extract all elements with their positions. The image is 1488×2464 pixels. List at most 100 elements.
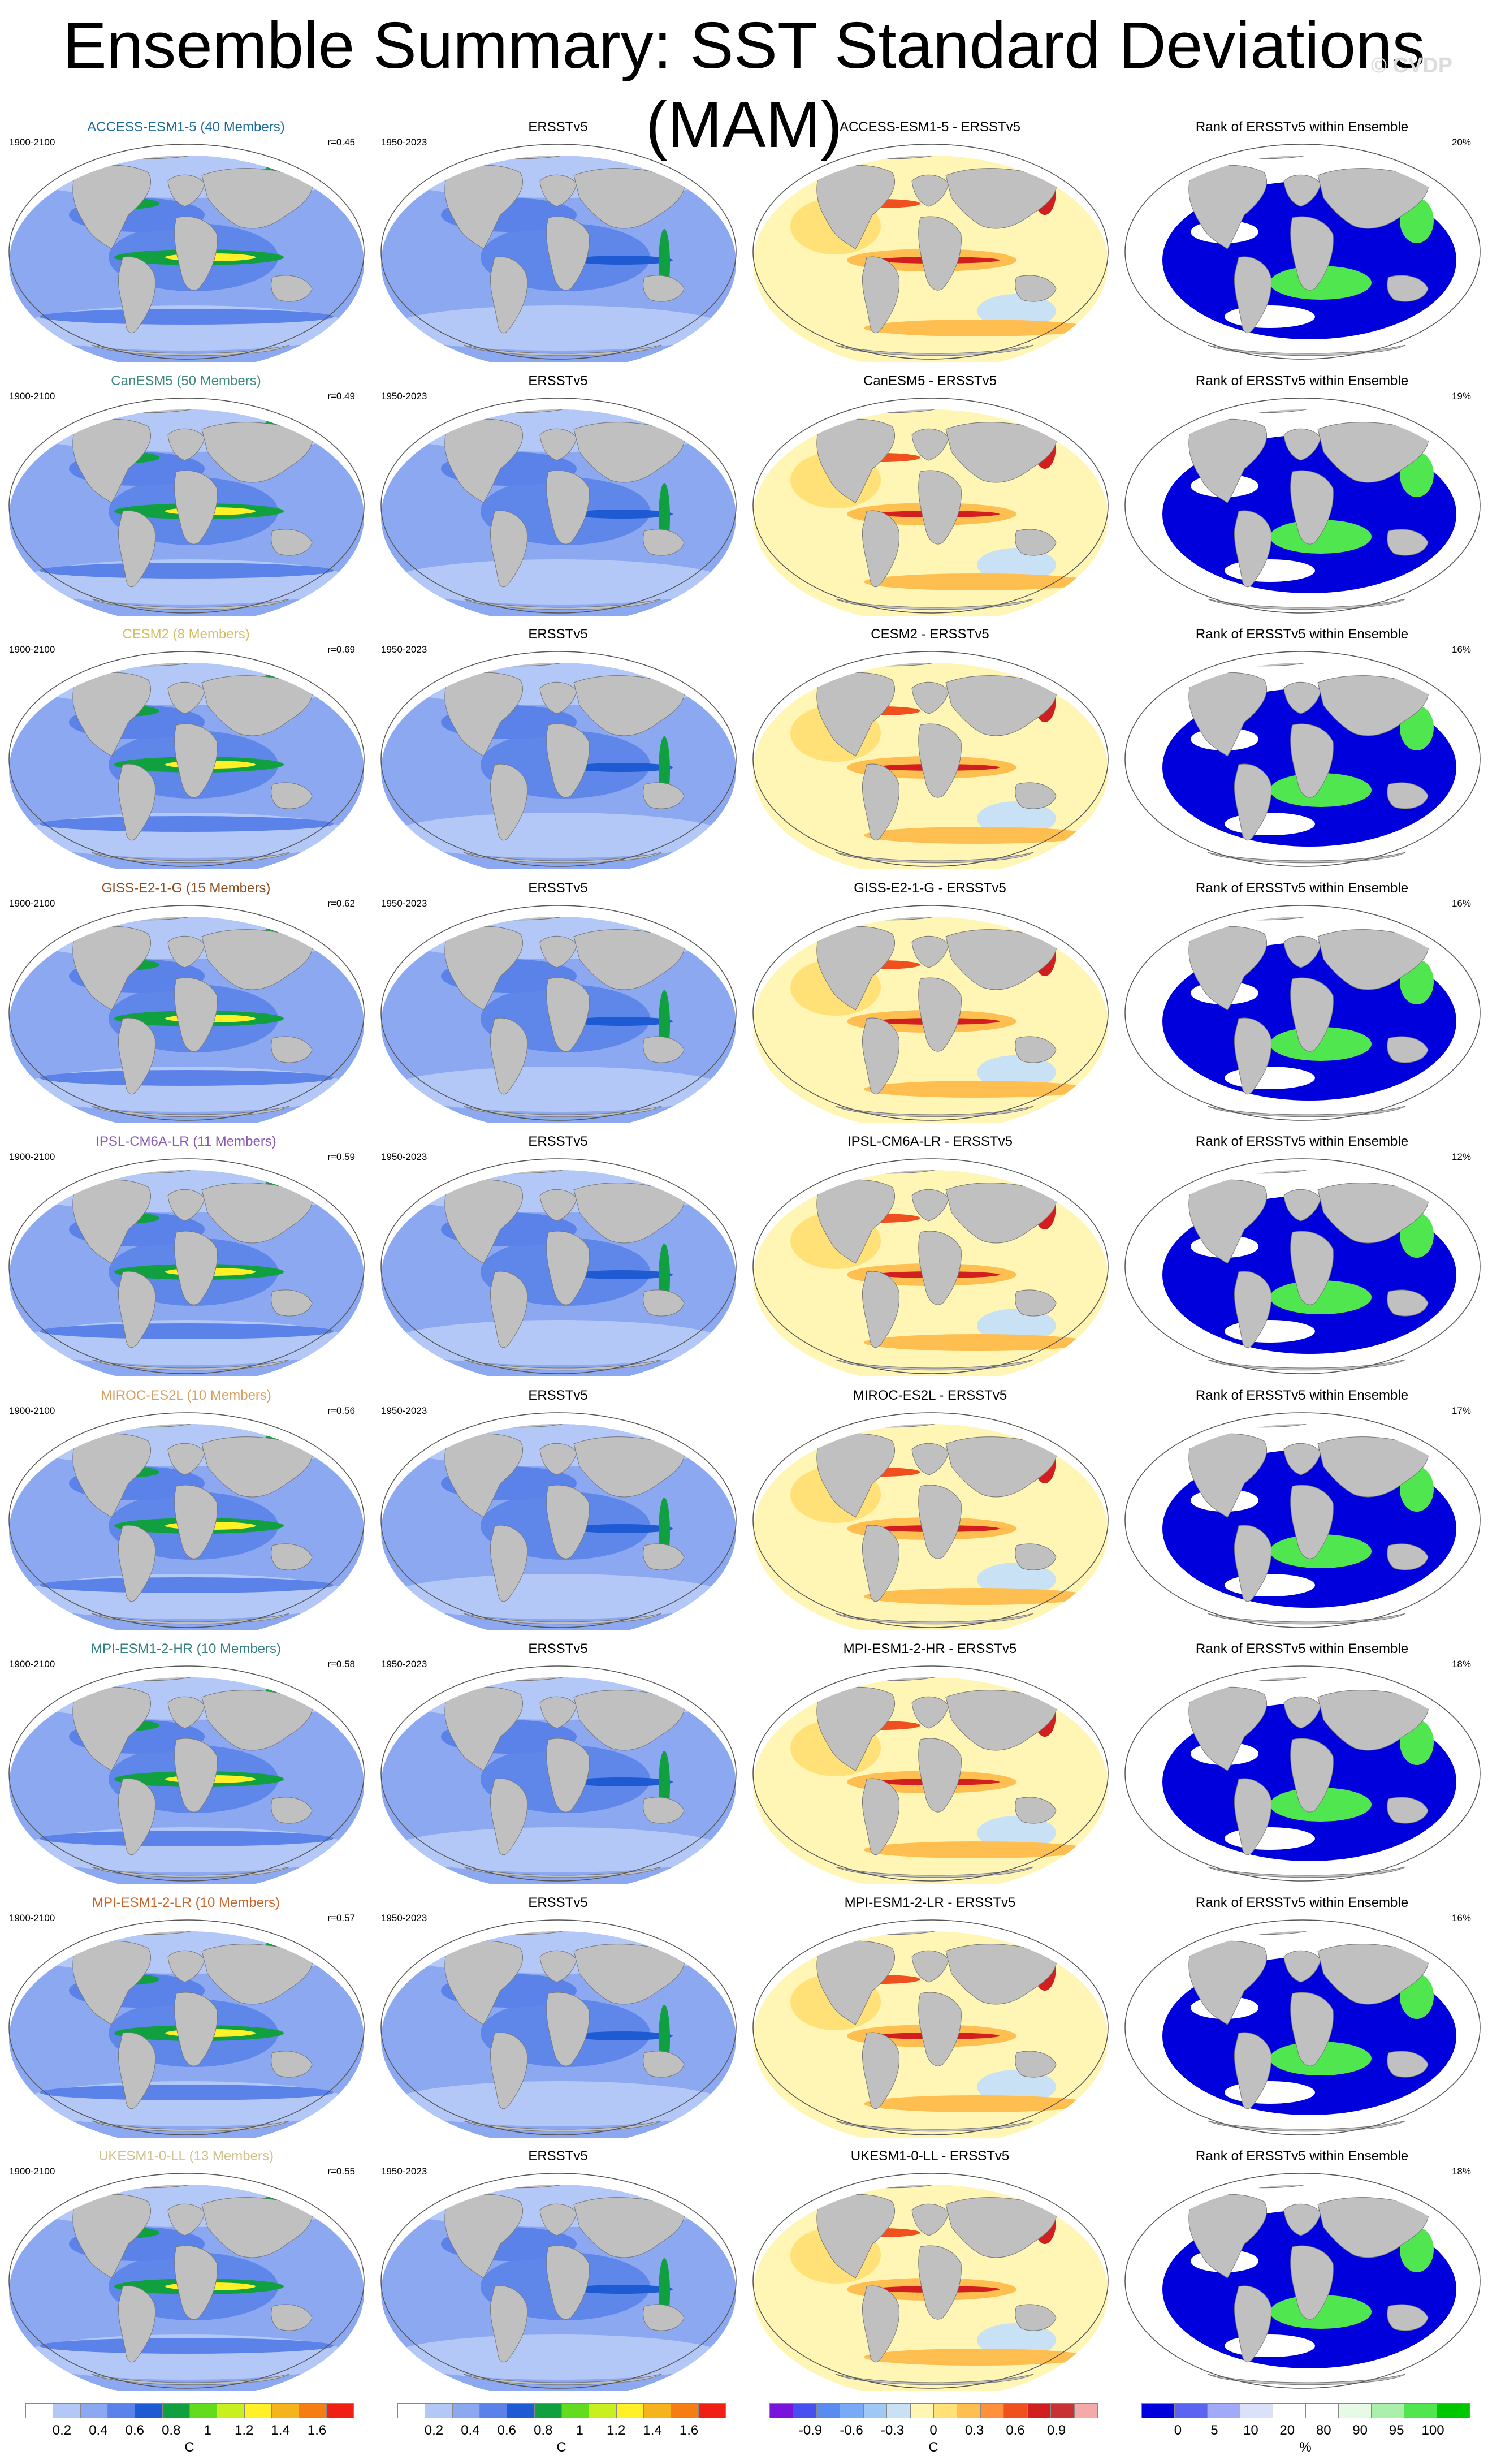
colorbar-swatch (1207, 2403, 1240, 2418)
colorbar-swatch (957, 2403, 981, 2418)
colorbar-tick-label: 0.2 (52, 2423, 72, 2438)
model-panel: ACCESS-ESM1-5 (40 Members) 1900-2100 r=0.4… (0, 119, 372, 372)
colorbar-tick-label: 0.4 (89, 2423, 108, 2438)
colorbar-tick-label: 1.2 (234, 2423, 254, 2438)
model-panel: MPI-ESM1-2-LR (10 Members) 1900-2100 r=0.5… (0, 1895, 372, 2148)
colorbar-tick-label: 1.6 (307, 2423, 327, 2438)
obs-label: ERSSTv5 (528, 627, 588, 642)
colorbar-tick-label: -0.6 (840, 2423, 863, 2438)
obs-label: ERSSTv5 (528, 1387, 588, 1403)
colorbar-swatch (1141, 2403, 1175, 2418)
model-map (8, 397, 365, 616)
colorbar-swatch (53, 2403, 81, 2418)
difference-label: MPI-ESM1-2-HR - ERSSTv5 (843, 1641, 1017, 1656)
difference-panel: IPSL-CM6A-LR - ERSSTv5 (744, 1133, 1116, 1387)
obs-label: ERSSTv5 (528, 1641, 588, 1656)
colorbar-swatch (397, 2403, 426, 2418)
rank-label: Rank of ERSSTv5 within Ensemble (1195, 1387, 1409, 1403)
rank-panel: Rank of ERSSTv5 within Ensemble 19% (1116, 373, 1488, 626)
obs-map (380, 1919, 737, 2138)
rank-panel: Rank of ERSSTv5 within Ensemble 17% (1116, 1387, 1488, 1641)
colorbar-swatch (863, 2403, 888, 2418)
obs-map (380, 397, 737, 616)
obs-map (380, 904, 737, 1123)
diff-map (752, 2173, 1109, 2391)
obs-panel: ERSSTv5 1950-2023 (372, 1133, 744, 1387)
obs-years: 1950-2023 (381, 2166, 427, 2177)
colorbar-swatch (217, 2403, 245, 2418)
difference-panel: GISS-E2-1-G - ERSSTv5 (744, 880, 1116, 1133)
difference-label: UKESM1-0-LL - ERSSTv5 (850, 2148, 1010, 2164)
model-years: 1900-2100 (9, 644, 55, 655)
colorbar-swatch (1050, 2403, 1075, 2418)
pattern-correlation: r=0.56 (327, 1405, 355, 1416)
difference-panel: MPI-ESM1-2-HR - ERSSTv5 (744, 1641, 1116, 1894)
obs-label: ERSSTv5 (528, 1895, 588, 1910)
difference-panel: ACCESS-ESM1-5 - ERSSTv5 (744, 119, 1116, 372)
panel-row: GISS-E2-1-G (15 Members) 1900-2100 r=0.62 E… (0, 880, 1488, 1133)
colorbar-swatch (135, 2403, 163, 2418)
colorbar-swatch (933, 2403, 958, 2418)
obs-panel: ERSSTv5 1950-2023 (372, 880, 744, 1133)
colorbar-swatch (299, 2403, 327, 2418)
rank-panel: Rank of ERSSTv5 within Ensemble 16% (1116, 626, 1488, 879)
obs-years: 1950-2023 (381, 644, 427, 655)
pattern-correlation: r=0.59 (327, 1151, 355, 1162)
model-label: CESM2 (8 Members) (122, 627, 250, 642)
rank-panel: Rank of ERSSTv5 within Ensemble 16% (1116, 1895, 1488, 2148)
pattern-correlation: r=0.57 (327, 1912, 355, 1923)
colorbar-swatch (793, 2403, 817, 2418)
colorbar: 0.2 0.4 0.6 0.8 1 1.2 1.4 1.6 C (372, 2403, 744, 2455)
colorbar-tick-label: 1 (576, 2423, 583, 2438)
colorbar-swatch (271, 2403, 300, 2418)
panel-row: MPI-ESM1-2-LR (10 Members) 1900-2100 r=0.5… (0, 1895, 1488, 2148)
colorbar-tick-label: 80 (1316, 2423, 1331, 2438)
model-label: MIROC-ES2L (10 Members) (101, 1387, 271, 1403)
rank-label: Rank of ERSSTv5 within Ensemble (1195, 880, 1409, 896)
colorbar-swatch (244, 2403, 272, 2418)
colorbar-tick-label: 0 (929, 2423, 937, 2438)
colorbar-tick-label: 0.6 (497, 2423, 517, 2438)
colorbar-swatch (107, 2403, 136, 2418)
colorbar-swatch (698, 2403, 726, 2418)
model-label: MPI-ESM1-2-LR (10 Members) (92, 1895, 280, 1910)
obs-label: ERSSTv5 (528, 2148, 588, 2164)
colorbar-tick-label: 1.6 (679, 2423, 699, 2438)
rank-map (1124, 2173, 1481, 2391)
colorbar-swatch (479, 2403, 508, 2418)
rank-percent: 16% (1451, 1912, 1471, 1923)
rank-percent: 20% (1451, 137, 1471, 148)
rank-label: Rank of ERSSTv5 within Ensemble (1195, 1641, 1409, 1656)
colorbar-swatch (1174, 2403, 1208, 2418)
model-panel: UKESM1-0-LL (13 Members) 1900-2100 r=0.55 (0, 2148, 372, 2401)
colorbar-unit: C (184, 2440, 194, 2455)
model-map (8, 651, 365, 869)
pattern-correlation: r=0.58 (327, 1659, 355, 1669)
diff-map (752, 651, 1109, 869)
obs-years: 1950-2023 (381, 897, 427, 909)
obs-years: 1950-2023 (381, 390, 427, 402)
obs-map (380, 1412, 737, 1630)
colorbar-swatch (534, 2403, 562, 2418)
diff-map (752, 1158, 1109, 1376)
difference-label: IPSL-CM6A-LR - ERSSTv5 (847, 1134, 1013, 1149)
model-years: 1900-2100 (9, 1659, 55, 1669)
diff-map (752, 904, 1109, 1123)
obs-label: ERSSTv5 (528, 880, 588, 896)
panel-row: UKESM1-0-LL (13 Members) 1900-2100 r=0.55 E… (0, 2148, 1488, 2401)
colorbar-swatch (1404, 2403, 1437, 2418)
model-map (8, 904, 365, 1123)
obs-years: 1950-2023 (381, 1659, 427, 1669)
colorbar-tick-label: 10 (1243, 2423, 1258, 2438)
rank-label: Rank of ERSSTv5 within Ensemble (1195, 627, 1409, 642)
rank-panel: Rank of ERSSTv5 within Ensemble 18% (1116, 1641, 1488, 1894)
rank-label: Rank of ERSSTv5 within Ensemble (1195, 1895, 1409, 1910)
colorbar-tick-label: 0.3 (964, 2423, 984, 2438)
difference-label: MPI-ESM1-2-LR - ERSSTv5 (844, 1895, 1016, 1910)
obs-label: ERSSTv5 (528, 119, 588, 135)
rank-map (1124, 1412, 1481, 1630)
obs-years: 1950-2023 (381, 1912, 427, 1923)
colorbar-swatch (616, 2403, 644, 2418)
colorbar-swatch (80, 2403, 108, 2418)
model-map (8, 2173, 365, 2391)
